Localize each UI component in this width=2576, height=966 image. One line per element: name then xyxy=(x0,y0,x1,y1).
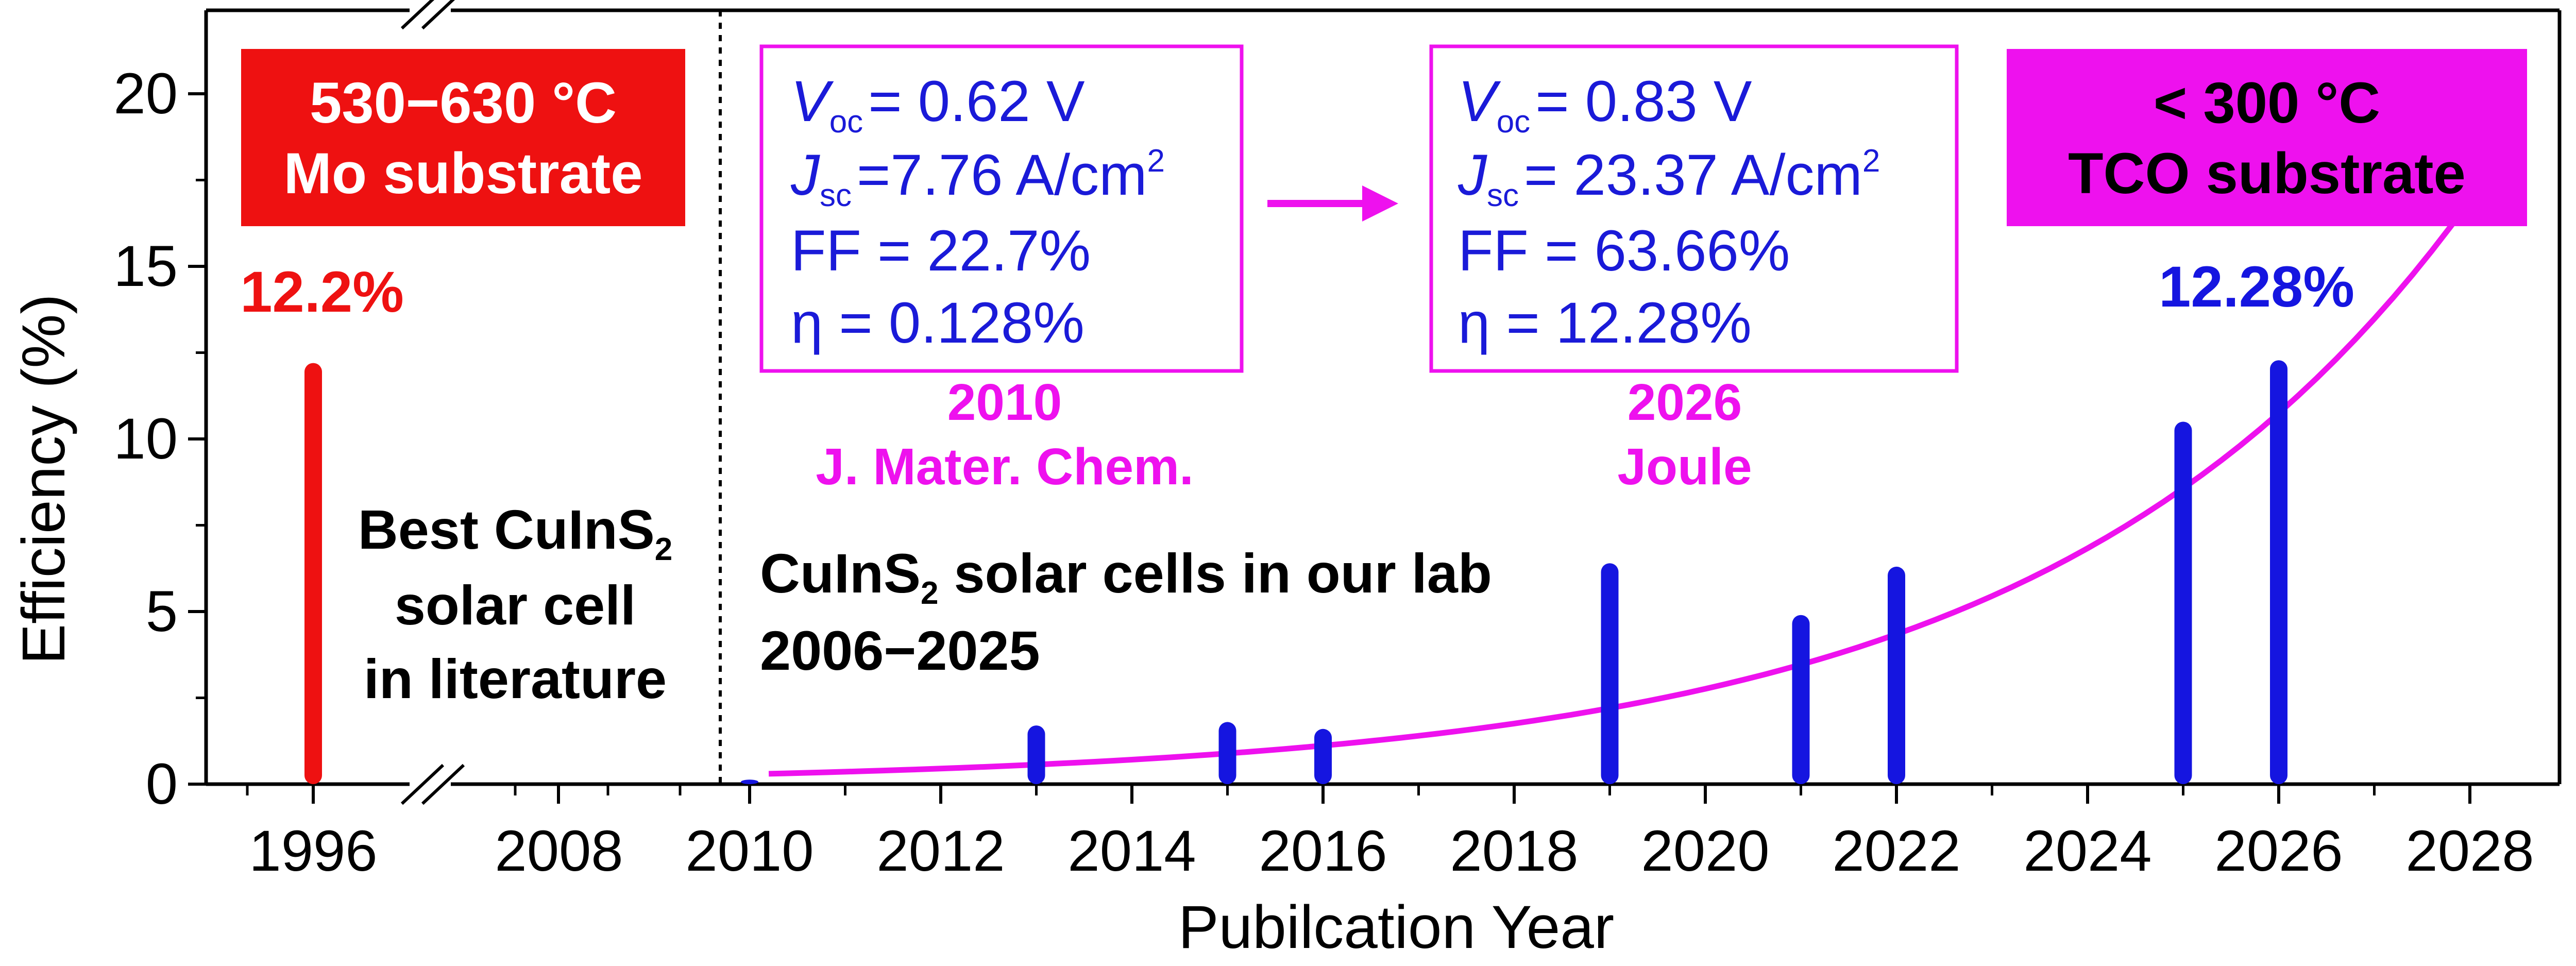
y-tick-label: 0 xyxy=(146,752,178,816)
param-2010-ff: FF = 22.7% xyxy=(791,218,1091,283)
bar-2015 xyxy=(1218,722,1236,784)
param-2010-jsc: Jsc=7.76 A/cm2 xyxy=(790,143,1165,213)
param-box-2026: Voc= 0.83 V Jsc= 23.37 A/cm2 FF = 63.66%… xyxy=(1429,44,1959,373)
axis-break-top xyxy=(400,0,455,30)
param-2010-eta: η = 0.128% xyxy=(791,291,1084,355)
x-tick-label: 2024 xyxy=(2023,819,2151,883)
y-tick-label: 10 xyxy=(113,406,178,471)
axis-break-bottom xyxy=(400,764,465,805)
y-tick-label: 15 xyxy=(113,234,178,298)
bar-2022 xyxy=(1888,566,1905,784)
lab-note: CuInS2 solar cells in our lab 2006−2025 xyxy=(760,542,1492,682)
param-box-2010: Voc= 0.62 V Jsc=7.76 A/cm2 FF = 22.7% η … xyxy=(759,44,1244,373)
bar-2010 xyxy=(741,779,758,784)
param-2026-voc: Voc= 0.83 V xyxy=(1458,69,1752,140)
label-1996: 12.2% xyxy=(240,260,404,324)
param-2026-eta: η = 12.28% xyxy=(1458,291,1752,355)
x-tick-label: 2016 xyxy=(1259,819,1387,883)
x-ticks: 1996 2008 2010 2012 2014 2016 2018 2020 2022 2024… xyxy=(246,784,2534,883)
bar-2026 xyxy=(2270,360,2287,784)
left-box-line1: 530−630 °C xyxy=(310,71,617,135)
right-condition-box-bg xyxy=(2007,49,2527,226)
param-2010-journal: J. Mater. Chem. xyxy=(816,438,1194,496)
lab-note-line2: 2006−2025 xyxy=(760,619,1040,682)
param-2010-year: 2010 xyxy=(947,374,1062,431)
y-ticks: 0 5 10 15 20 xyxy=(113,61,206,816)
axes xyxy=(204,0,2562,805)
param-box-2010-frame xyxy=(759,44,1244,373)
y-tick-label: 20 xyxy=(113,61,178,126)
param-2026-jsc: Jsc= 23.37 A/cm2 xyxy=(1458,143,1880,213)
right-box-line2: TCO substrate xyxy=(2068,141,2466,206)
param-2010-voc: Voc= 0.62 V xyxy=(791,69,1085,140)
x-tick-label: 2008 xyxy=(495,819,623,883)
bar-2016 xyxy=(1314,728,1332,784)
x-tick-label: 1996 xyxy=(249,819,377,883)
bar-2021 xyxy=(1792,615,1810,784)
trend-arrow xyxy=(768,168,2493,777)
x-tick-label: 2020 xyxy=(1641,819,1769,883)
param-box-2026-frame xyxy=(1429,44,1959,373)
literature-note-line3: in literature xyxy=(364,648,667,710)
param-2026-year: 2026 xyxy=(1628,374,1742,431)
x-tick-label: 2012 xyxy=(876,819,1005,883)
bar-2013 xyxy=(1027,725,1045,784)
literature-note-line1: Best CuInS2 xyxy=(358,498,673,567)
y-axis-title: Efficiency (%) xyxy=(10,294,78,664)
x-tick-label: 2014 xyxy=(1067,819,1196,883)
right-condition-box: < 300 °C TCO substrate xyxy=(2007,49,2527,226)
left-box-line2: Mo substrate xyxy=(284,141,643,206)
bars xyxy=(304,360,2287,784)
right-box-line1: < 300 °C xyxy=(2154,71,2380,135)
x-tick-label: 2010 xyxy=(685,819,814,883)
left-condition-box: 530−630 °C Mo substrate xyxy=(241,49,685,226)
literature-note: Best CuInS2 solar cell in literature xyxy=(358,498,673,710)
x-tick-label: 2022 xyxy=(1832,819,1960,883)
x-axis-title: Pubilcation Year xyxy=(1178,893,1614,961)
lab-note-line1: CuInS2 solar cells in our lab xyxy=(760,542,1492,611)
x-tick-label: 2026 xyxy=(2214,819,2343,883)
literature-note-line2: solar cell xyxy=(395,574,636,636)
bar-1996 xyxy=(304,363,322,784)
param-2026-ff: FF = 63.66% xyxy=(1458,218,1790,283)
x-tick-label: 2028 xyxy=(2405,819,2534,883)
bar-2019 xyxy=(1601,563,1619,784)
left-condition-box-bg xyxy=(241,49,685,226)
label-2026: 12.28% xyxy=(2159,255,2354,319)
y-tick-label: 5 xyxy=(146,579,178,643)
bar-2025 xyxy=(2174,421,2192,784)
x-tick-label: 2018 xyxy=(1450,819,1578,883)
param-2026-journal: Joule xyxy=(1617,438,1752,496)
